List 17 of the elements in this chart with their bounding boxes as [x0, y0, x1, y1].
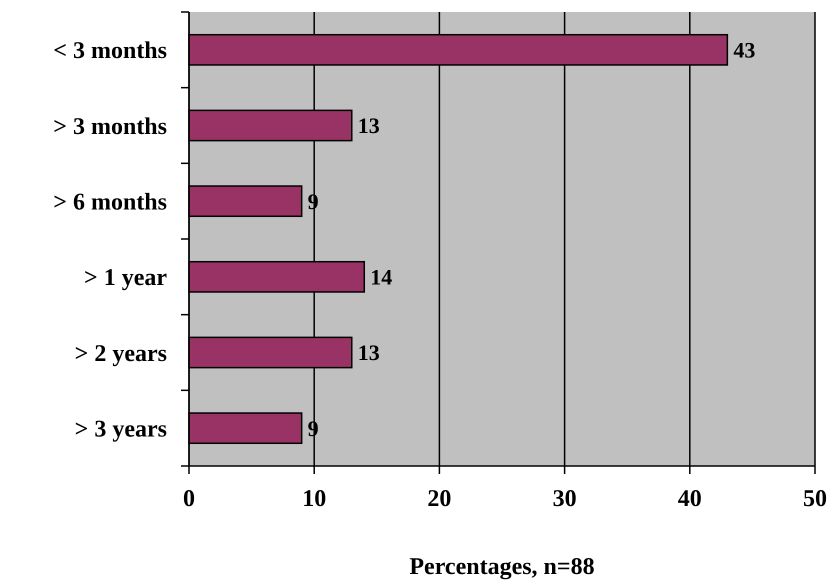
y-tick-label: > 1 year [84, 265, 168, 292]
data-label: 13 [358, 113, 380, 138]
data-label: 14 [370, 264, 392, 290]
y-tick-label: > 3 years [74, 416, 167, 443]
x-tick-label: 30 [552, 486, 577, 512]
x-tick-label: 50 [803, 486, 827, 512]
y-tick-label: > 2 years [74, 340, 167, 367]
x-tick-label: 0 [183, 486, 195, 512]
x-tick-label: 20 [427, 486, 452, 512]
data-label: 43 [733, 38, 756, 63]
x-axis-title: Percentages, n=88 [409, 554, 595, 580]
data-label: 13 [358, 340, 380, 366]
y-tick-label: < 3 months [53, 38, 167, 64]
y-tick-label: > 6 months [53, 190, 167, 216]
y-tick-label: > 3 months [53, 114, 167, 140]
x-tick-label: 40 [678, 486, 702, 512]
x-tick-label: 10 [302, 486, 326, 512]
